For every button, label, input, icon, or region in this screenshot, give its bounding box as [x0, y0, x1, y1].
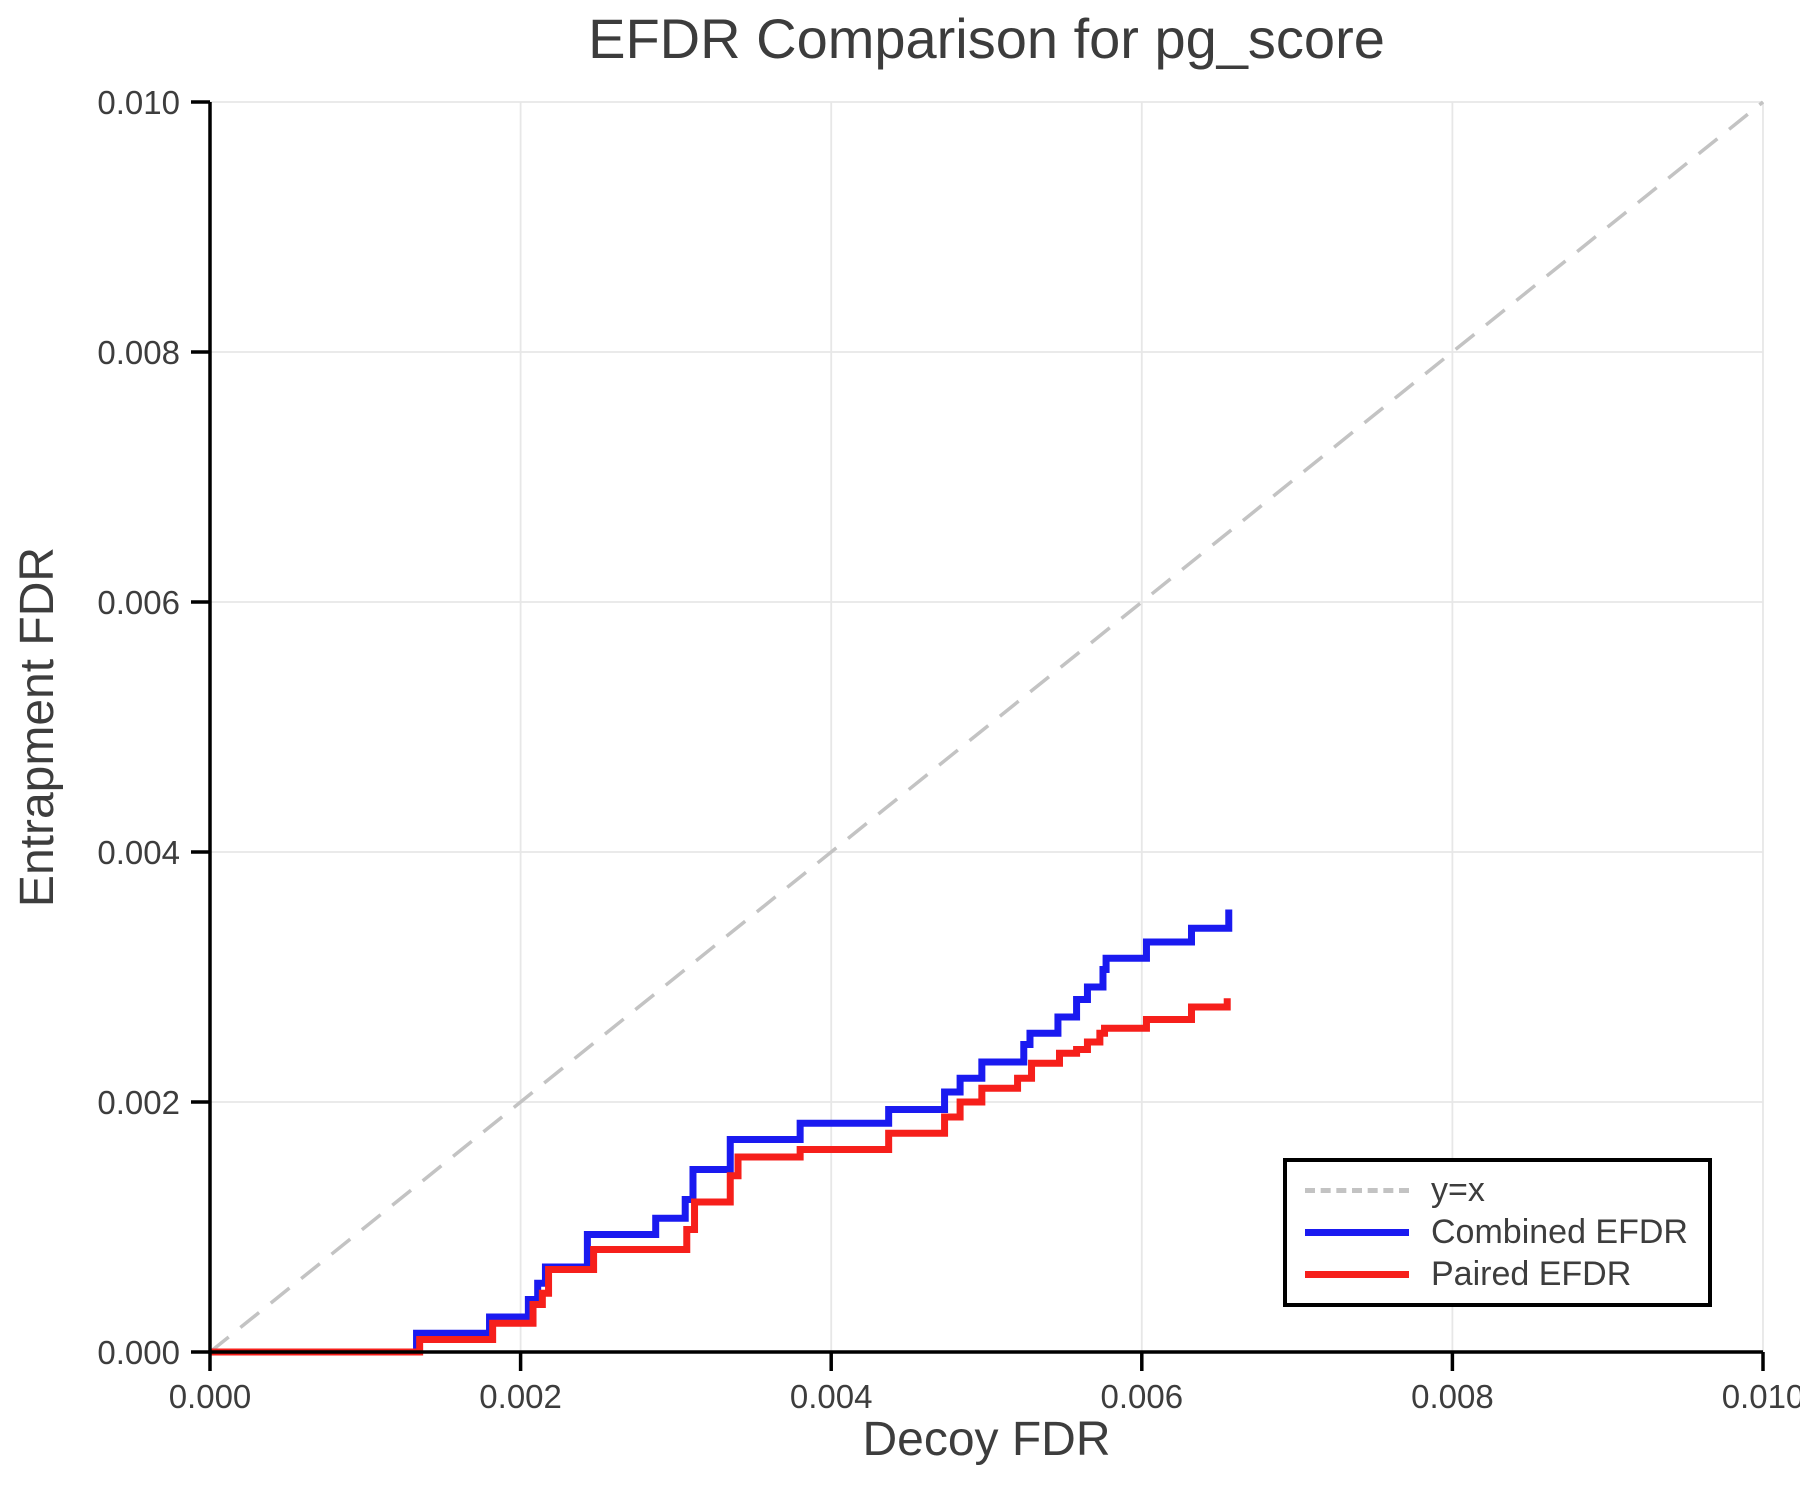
x-tick-label: 0.004: [790, 1378, 873, 1415]
combined-line-sample-icon: [1305, 1228, 1409, 1236]
paired-efdr-line: [210, 998, 1231, 1356]
legend-label-paired: Paired EFDR: [1431, 1254, 1632, 1293]
chart-title: EFDR Comparison for pg_score: [588, 7, 1385, 70]
legend: y=x Combined EFDR Paired EFDR: [1283, 1158, 1712, 1307]
y-tick-label: 0.004: [97, 834, 180, 871]
y-axis-label: Entrapment FDR: [11, 546, 64, 908]
legend-entry-paired: Paired EFDR: [1305, 1254, 1698, 1293]
paired-line-sample-icon: [1305, 1270, 1409, 1278]
legend-entry-identity: y=x: [1305, 1172, 1698, 1209]
legend-entry-combined: Combined EFDR: [1305, 1212, 1698, 1251]
y-tick-label: 0.010: [97, 84, 180, 121]
x-tick-label: 0.002: [479, 1378, 562, 1415]
y-tick-label: 0.008: [97, 334, 180, 371]
legend-label-identity: y=x: [1431, 1171, 1485, 1210]
x-tick-label: 0.010: [1722, 1378, 1800, 1415]
y-tick-label: 0.006: [97, 584, 180, 621]
x-axis-label: Decoy FDR: [862, 1413, 1111, 1466]
combined-efdr-line: [210, 909, 1233, 1356]
identity-line-sample-icon: [1305, 1188, 1409, 1194]
y-tick-label: 0.000: [97, 1334, 180, 1371]
y-tick-label: 0.002: [97, 1084, 180, 1121]
legend-label-combined: Combined EFDR: [1431, 1212, 1688, 1251]
x-tick-label: 0.000: [169, 1378, 252, 1415]
identity-line: [208, 100, 1765, 1354]
x-tick-label: 0.008: [1411, 1378, 1494, 1415]
x-tick-label: 0.006: [1101, 1378, 1184, 1415]
